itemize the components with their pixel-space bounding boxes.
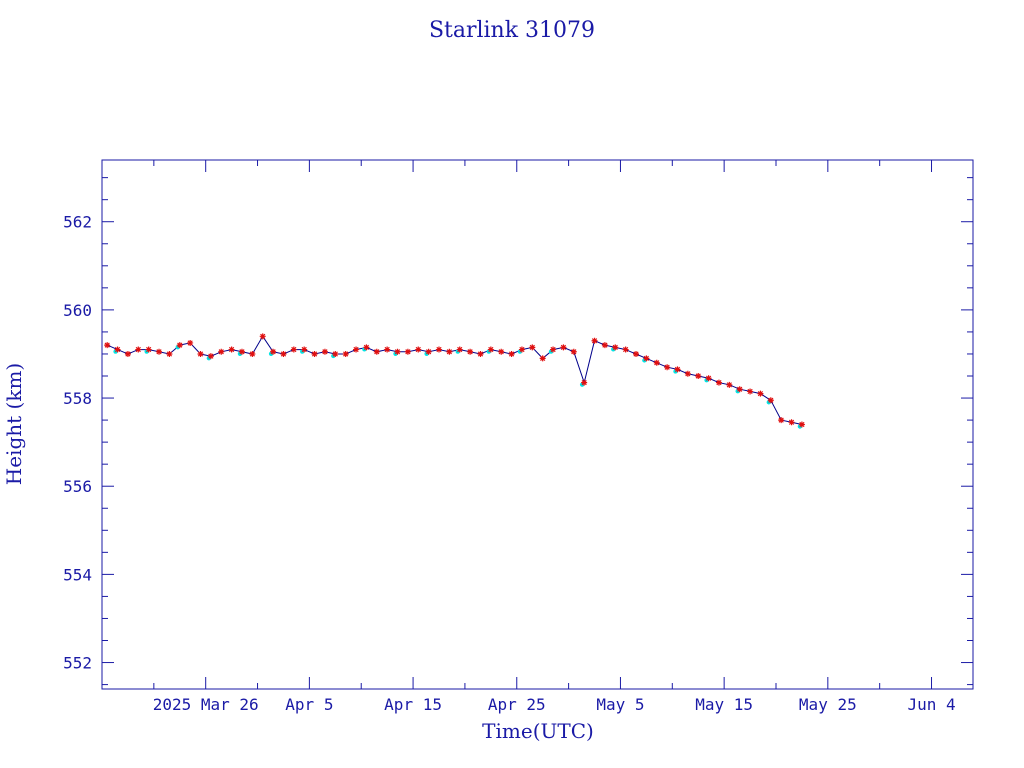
data-point-red: [767, 397, 774, 404]
data-point-red: [435, 346, 442, 353]
data-point-red: [684, 370, 691, 377]
data-point-red: [477, 350, 484, 357]
data-point-red: [633, 350, 640, 357]
data-point-red: [353, 346, 360, 353]
x-tick-label: Apr 15: [384, 695, 442, 714]
data-point-red: [518, 346, 525, 353]
data-point-red: [570, 348, 577, 355]
x-tick-label: Jun 4: [907, 695, 955, 714]
y-tick-label: 562: [63, 213, 92, 232]
data-point-red: [529, 344, 536, 351]
data-point-red: [757, 390, 764, 397]
data-point-red: [612, 344, 619, 351]
data-point-red: [301, 346, 308, 353]
y-tick-label: 558: [63, 389, 92, 408]
data-point-red: [207, 353, 214, 360]
data-point-red: [290, 346, 297, 353]
data-point-red: [124, 350, 131, 357]
data-point-red: [135, 346, 142, 353]
data-point-red: [218, 348, 225, 355]
data-point-red: [228, 346, 235, 353]
data-point-red: [321, 348, 328, 355]
data-point-red: [736, 386, 743, 393]
data-point-red: [456, 346, 463, 353]
data-point-red: [332, 350, 339, 357]
y-tick-label: 552: [63, 654, 92, 673]
data-point-red: [705, 375, 712, 382]
x-tick-label: 2025 Mar 26: [153, 695, 259, 714]
x-tick-label: May 15: [695, 695, 753, 714]
data-point-red: [394, 348, 401, 355]
data-point-red: [311, 350, 318, 357]
data-point-red: [695, 373, 702, 380]
x-tick-label: May 5: [596, 695, 644, 714]
data-point-red: [487, 346, 494, 353]
data-point-red: [238, 348, 245, 355]
data-point-red: [156, 348, 163, 355]
data-point-red: [508, 350, 515, 357]
data-point-red: [187, 339, 194, 346]
data-point-red: [643, 355, 650, 362]
data-point-red: [726, 381, 733, 388]
x-tick-label: May 25: [799, 695, 857, 714]
data-point-red: [249, 350, 256, 357]
data-point-red: [384, 346, 391, 353]
data-point-red: [560, 344, 567, 351]
data-point-red: [591, 337, 598, 344]
data-point-red: [270, 348, 277, 355]
y-tick-label: 556: [63, 477, 92, 496]
y-tick-label: 554: [63, 565, 92, 584]
data-point-red: [747, 388, 754, 395]
data-point-red: [653, 359, 660, 366]
data-point-red: [778, 417, 785, 424]
data-point-red: [104, 342, 111, 349]
plot-area: 552 554 556 558 560 562 2025 Mar 26 Apr 5 Apr 15…: [63, 159, 974, 714]
data-point-red: [280, 350, 287, 357]
data-point-red: [363, 344, 370, 351]
y-axis-label: Height (km): [2, 363, 26, 485]
data-point-red: [498, 348, 505, 355]
data-point-red: [581, 379, 588, 386]
chart-title: Starlink 31079: [429, 18, 595, 43]
x-tick-label: Apr 25: [488, 695, 546, 714]
x-tick-label: Apr 5: [285, 695, 333, 714]
data-point-red: [788, 419, 795, 426]
data-point-red: [664, 364, 671, 371]
data-point-red: [259, 333, 266, 340]
y-tick-label: 560: [63, 301, 92, 320]
data-point-red: [373, 348, 380, 355]
data-point-red: [622, 346, 629, 353]
x-axis-label: Time(UTC): [482, 719, 594, 743]
data-point-red: [715, 379, 722, 386]
data-point-red: [404, 348, 411, 355]
data-point-red: [798, 421, 805, 428]
data-point-red: [467, 348, 474, 355]
data-point-red: [539, 355, 546, 362]
data-point-red: [176, 342, 183, 349]
data-point-red: [166, 350, 173, 357]
data-point-red: [197, 350, 204, 357]
plot-frame: [101, 159, 974, 690]
data-point-red: [601, 342, 608, 349]
data-point-red: [342, 350, 349, 357]
data-point-red: [415, 346, 422, 353]
data-point-red: [425, 348, 432, 355]
height-series-line: [107, 335, 803, 425]
data-point-red: [446, 348, 453, 355]
data-point-red: [550, 346, 557, 353]
data-point-red: [674, 366, 681, 373]
data-point-red: [114, 346, 121, 353]
data-point-red: [145, 346, 152, 353]
